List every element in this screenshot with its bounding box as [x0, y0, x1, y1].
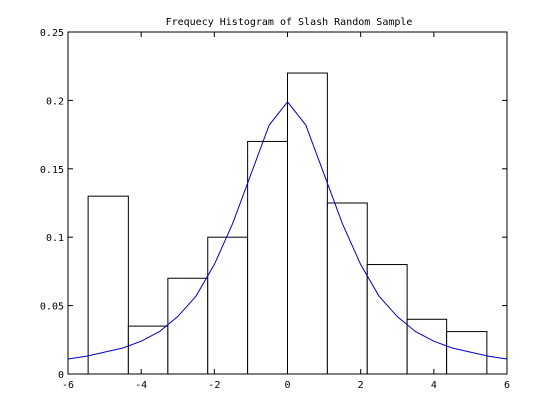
x-tick-label: -4 [135, 380, 147, 391]
chart-title: Frequecy Histogram of Slash Random Sampl… [166, 17, 413, 28]
histogram-bar [167, 277, 209, 375]
x-tick-label: 4 [431, 380, 437, 391]
y-tick-label: 0.05 [40, 302, 64, 313]
histogram-bar [127, 325, 169, 375]
density-curve-layer [67, 100, 508, 360]
y-tick-label: 0.15 [40, 165, 64, 176]
histogram-bar [446, 331, 488, 375]
histogram-bars [87, 72, 488, 375]
histogram-bar [326, 202, 368, 375]
axis-ticks: -6 -4 -2 0 2 4 6 0 0.05 0.1 0.15 0.2 0.25 [40, 28, 510, 391]
x-tick-label: -6 [62, 380, 74, 391]
x-tick-label: 2 [358, 380, 364, 391]
y-tick-label: 0.25 [40, 28, 64, 39]
x-tick-label: 0 [284, 380, 290, 391]
histogram-bar [207, 236, 249, 375]
histogram-bar [247, 140, 288, 375]
histogram-bar [287, 72, 328, 375]
density-curve [67, 100, 508, 360]
histogram-bar [406, 318, 448, 375]
x-tick-label: 6 [504, 380, 510, 391]
y-tick-label: 0.1 [46, 233, 64, 244]
y-tick-label: 0.2 [46, 96, 64, 107]
histogram-bar [87, 195, 129, 375]
x-tick-label: -2 [208, 380, 220, 391]
y-tick-label: 0 [58, 370, 64, 381]
